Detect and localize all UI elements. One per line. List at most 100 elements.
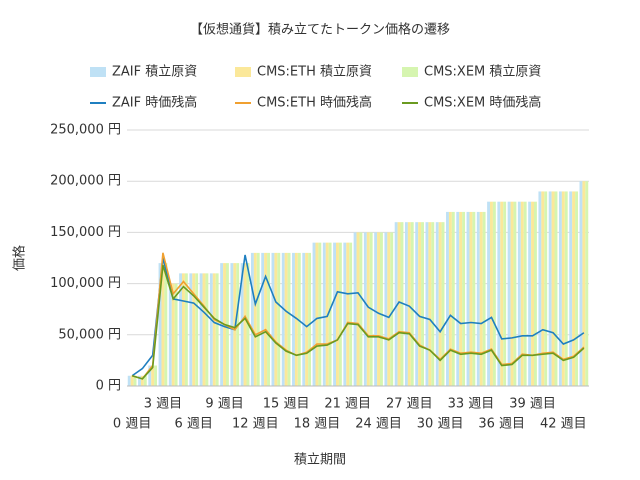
y-tick-label: 250,000 円 bbox=[50, 123, 121, 138]
bar bbox=[572, 191, 576, 386]
x-tick-label: 6 週目 bbox=[175, 417, 213, 432]
x-tick-label: 42 週目 bbox=[540, 417, 587, 432]
bar bbox=[161, 263, 165, 386]
bar bbox=[377, 232, 380, 386]
bar bbox=[366, 232, 370, 386]
bar bbox=[253, 252, 257, 386]
bar bbox=[297, 252, 301, 386]
legend-label: CMS:ETH 積立原資 bbox=[257, 65, 372, 80]
line bbox=[131, 254, 585, 377]
bar bbox=[490, 201, 493, 386]
bar bbox=[140, 375, 144, 386]
bar bbox=[558, 191, 562, 386]
bar bbox=[151, 365, 155, 386]
bar bbox=[284, 252, 288, 386]
bar bbox=[143, 375, 147, 386]
bar bbox=[487, 201, 491, 386]
bar bbox=[336, 242, 339, 386]
bar bbox=[168, 283, 172, 386]
x-tick-label: 36 週目 bbox=[478, 417, 525, 432]
y-tick-label: 200,000 円 bbox=[50, 174, 121, 189]
bar bbox=[171, 283, 175, 386]
bar bbox=[243, 263, 247, 386]
bar bbox=[510, 201, 514, 386]
bar bbox=[387, 232, 391, 386]
bar bbox=[250, 252, 254, 386]
bar bbox=[261, 252, 265, 386]
bar bbox=[240, 263, 244, 386]
bar bbox=[520, 201, 524, 386]
x-tick-label: 24 週目 bbox=[355, 417, 402, 432]
line bbox=[131, 264, 585, 380]
bar bbox=[154, 365, 158, 386]
bar bbox=[438, 222, 442, 386]
bar bbox=[328, 242, 332, 386]
legend-label: CMS:XEM 時価残高 bbox=[424, 95, 541, 111]
bar bbox=[205, 273, 209, 386]
x-tick-label: 0 週目 bbox=[113, 417, 151, 432]
bar bbox=[356, 232, 360, 386]
legend-label: ZAIF 積立原資 bbox=[112, 65, 197, 80]
bar bbox=[209, 273, 213, 386]
bar bbox=[225, 263, 229, 386]
bar bbox=[374, 232, 378, 386]
bar bbox=[199, 273, 203, 386]
bar bbox=[479, 211, 483, 386]
x-tick-label: 21 週目 bbox=[324, 397, 371, 412]
bar bbox=[551, 191, 555, 386]
bar bbox=[410, 222, 414, 386]
bar bbox=[441, 222, 445, 386]
bar bbox=[448, 211, 452, 386]
bar bbox=[415, 222, 419, 386]
y-tick-label: 50,000 円 bbox=[58, 327, 121, 342]
bar bbox=[256, 252, 260, 386]
bar bbox=[428, 222, 432, 386]
bar bbox=[130, 375, 134, 386]
bar bbox=[431, 222, 435, 386]
bar bbox=[548, 191, 552, 386]
legend-label: CMS:XEM 積立原資 bbox=[424, 65, 541, 80]
x-tick-label: 15 週目 bbox=[263, 397, 310, 412]
y-tick-label: 150,000 円 bbox=[50, 225, 121, 240]
bar bbox=[312, 242, 316, 386]
bar bbox=[446, 211, 449, 386]
legend-swatch bbox=[402, 67, 418, 77]
bar bbox=[292, 252, 295, 386]
y-axis-label: 価格 bbox=[12, 245, 28, 271]
bar bbox=[333, 242, 337, 386]
bar bbox=[390, 232, 394, 386]
legend-label: CMS:ETH 時価残高 bbox=[257, 95, 372, 111]
bar bbox=[564, 191, 568, 386]
bar bbox=[397, 222, 401, 386]
bar bbox=[363, 232, 367, 386]
bar bbox=[164, 263, 168, 386]
bar bbox=[497, 201, 501, 386]
bar bbox=[523, 201, 527, 386]
legend-label: ZAIF 時価残高 bbox=[112, 95, 197, 111]
x-tick-label: 27 週目 bbox=[386, 397, 433, 412]
bar bbox=[466, 211, 470, 386]
bar bbox=[184, 273, 188, 386]
bar bbox=[230, 263, 234, 386]
bar bbox=[513, 201, 517, 386]
bar bbox=[507, 201, 511, 386]
y-tick-label: 100,000 円 bbox=[50, 276, 121, 291]
x-axis-label: 積立期間 bbox=[294, 453, 346, 468]
bar bbox=[127, 375, 131, 386]
bar bbox=[435, 222, 439, 386]
bar bbox=[158, 263, 162, 386]
bar bbox=[305, 252, 309, 386]
bar bbox=[528, 201, 532, 386]
bar bbox=[182, 273, 185, 386]
x-tick-label: 33 週目 bbox=[448, 397, 495, 412]
x-tick-label: 30 週目 bbox=[417, 417, 464, 432]
bar bbox=[421, 222, 424, 386]
y-tick-label: 0 円 bbox=[96, 379, 121, 394]
bar bbox=[476, 211, 480, 386]
bar bbox=[281, 252, 285, 386]
bar bbox=[264, 252, 268, 386]
bar bbox=[492, 201, 496, 386]
bar bbox=[482, 211, 486, 386]
bar bbox=[133, 375, 137, 386]
